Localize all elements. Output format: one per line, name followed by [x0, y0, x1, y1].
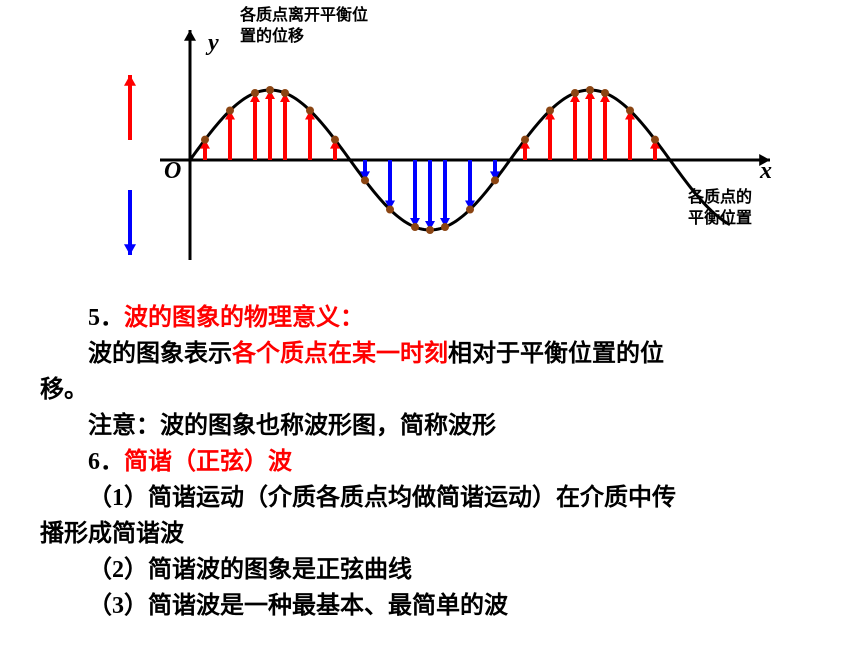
right-annotation: 各质点的平衡位置 — [688, 188, 752, 230]
heading-5: 波的图象的物理意义： — [124, 305, 364, 331]
origin-label: O — [164, 158, 181, 185]
body-6-3: （3）简谐波是一种最基本、最简单的波 — [88, 593, 508, 619]
wave-diagram: O x y 各质点离开平衡位置的位移 各质点的平衡位置 — [70, 10, 830, 290]
note-text: 注意：波的图象也称波形图，简称波形 — [88, 413, 496, 439]
y-axis-label: y — [208, 30, 219, 57]
body-5a: 波的图象表示 — [88, 341, 232, 367]
seq-6: 6． — [88, 449, 124, 475]
x-axis-label: x — [760, 158, 772, 185]
line-6-1a: （1）简谐运动（介质各质点均做简谐运动）在介质中传 — [40, 480, 820, 516]
heading-6: 简谐（正弦）波 — [124, 449, 292, 475]
body-6-1b: 播形成简谐波 — [40, 521, 184, 547]
seq-5: 5． — [88, 305, 124, 331]
line-5-heading: 5．波的图象的物理意义： — [40, 300, 820, 336]
line-6-heading: 6．简谐（正弦）波 — [40, 444, 820, 480]
line-note: 注意：波的图象也称波形图，简称波形 — [40, 408, 820, 444]
body-5b-highlight: 各个质点在某一时刻 — [232, 341, 448, 367]
line-6-2: （2）简谐波的图象是正弦曲线 — [40, 552, 820, 588]
body-6-1a: （1）简谐运动（介质各质点均做简谐运动）在介质中传 — [88, 485, 676, 511]
top-annotation: 各质点离开平衡位置的位移 — [240, 6, 368, 48]
body-6-2: （2）简谐波的图象是正弦曲线 — [88, 557, 412, 583]
text-area: 5．波的图象的物理意义： 波的图象表示各个质点在某一时刻相对于平衡位置的位 移。… — [0, 290, 860, 624]
line-5-body-2: 移。 — [40, 372, 820, 408]
line-6-1b: 播形成简谐波 — [40, 516, 820, 552]
body-5d: 移。 — [40, 377, 88, 403]
line-5-body-1: 波的图象表示各个质点在某一时刻相对于平衡位置的位 — [40, 336, 820, 372]
wave-svg — [70, 10, 830, 290]
line-6-3: （3）简谐波是一种最基本、最简单的波 — [40, 588, 820, 624]
body-5c: 相对于平衡位置的位 — [448, 341, 664, 367]
